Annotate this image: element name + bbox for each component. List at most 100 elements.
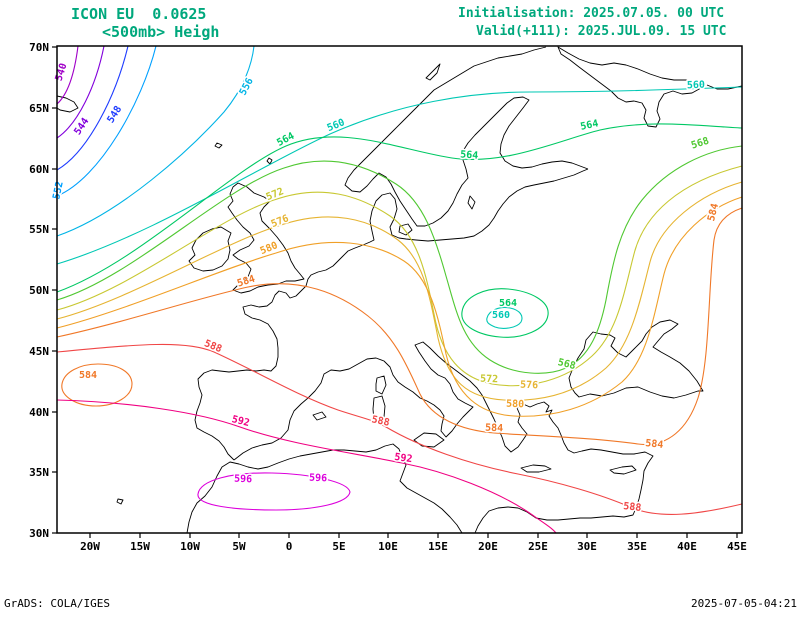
contour-line-584 (56, 207, 743, 446)
lat-tick-label: 50N (29, 284, 49, 297)
lat-tick-label: 35N (29, 466, 49, 479)
coastline-layer (56, 46, 743, 534)
coastline (233, 341, 654, 534)
lon-tick-label: 20W (80, 540, 100, 553)
creation-timestamp: 2025-07-05-04:21 (691, 597, 797, 610)
contour-line-560 (486, 306, 523, 329)
lon-tick-label: 10E (378, 540, 398, 553)
contour-line-592 (56, 399, 557, 534)
lat-tick-label: 55N (29, 223, 49, 236)
contour-line-596 (197, 472, 351, 511)
lat-tick-label: 30N (29, 527, 49, 540)
coastline (186, 443, 463, 534)
coastline (557, 46, 702, 128)
contour-label: 560 (687, 80, 705, 92)
lon-tick-label: 40E (677, 540, 697, 553)
contour-label: 588 (623, 501, 642, 514)
field-title: <500mb> Heigh (102, 23, 220, 41)
lon-tick-label: 5W (232, 540, 246, 553)
contour-label: 584 (236, 274, 257, 290)
contour-line-556 (56, 45, 255, 237)
contour-label: 572 (265, 186, 286, 203)
contour-label: 584 (645, 438, 664, 451)
coastline (227, 182, 305, 294)
valid-time-label: Valid(+111): 2025.JUL.09. 15 UTC (476, 24, 727, 39)
coastline (413, 432, 445, 448)
coastline (568, 319, 704, 399)
contour-label: 576 (520, 380, 538, 392)
contour-label: 572 (480, 374, 498, 386)
contour-line-564 (56, 123, 743, 293)
contour-label: 596 (234, 474, 252, 486)
coastline (344, 46, 589, 227)
coastline (372, 395, 386, 425)
lon-tick-label: 15E (428, 540, 448, 553)
contour-line-588 (56, 343, 743, 515)
lat-tick-label: 65N (29, 102, 49, 115)
contour-line-560 (56, 86, 743, 265)
coastline (520, 464, 552, 473)
contour-layer (56, 45, 743, 534)
lat-tick-label: 60N (29, 163, 49, 176)
contour-label: 568 (690, 136, 711, 152)
coastline (425, 63, 441, 81)
contour-label: 552 (51, 181, 66, 201)
lon-tick-label: 30E (577, 540, 597, 553)
contour-line-564 (461, 288, 549, 338)
contour-label: 592 (231, 414, 251, 429)
contour-label: 584 (79, 370, 97, 381)
contour-label: 564 (580, 118, 600, 133)
coastline (194, 168, 589, 461)
contour-label: 588 (371, 414, 391, 429)
lat-tick-label: 40N (29, 406, 49, 419)
coastline (398, 223, 413, 236)
contour-line-552 (56, 45, 157, 197)
contour-label: 596 (309, 473, 327, 485)
coastline (56, 95, 79, 113)
contour-label: 580 (506, 399, 524, 411)
lon-tick-label: 0 (286, 540, 293, 553)
lon-tick-label: 10W (180, 540, 200, 553)
contour-label: 584 (485, 423, 503, 435)
contour-label: 576 (270, 213, 291, 230)
contour-line-584 (61, 363, 133, 407)
coastline (609, 465, 637, 475)
lat-tick-label: 70N (29, 41, 49, 54)
contour-label: 548 (105, 104, 124, 125)
contour-label: 564 (499, 298, 517, 309)
grads-credit: GrADS: COLA/IGES (4, 597, 110, 610)
contour-line-568 (56, 145, 743, 374)
contour-label-layer: 5405445485525565605605645645645645605685… (50, 60, 723, 515)
lon-tick-label: 20E (478, 540, 498, 553)
contour-line-544 (56, 45, 105, 139)
lon-tick-label: 5E (332, 540, 345, 553)
lon-tick-label: 35E (627, 540, 647, 553)
lon-tick-label: 15W (130, 540, 150, 553)
coastline (375, 375, 387, 395)
coastline (188, 226, 232, 272)
lon-tick-label: 45E (727, 540, 747, 553)
coastline (116, 498, 124, 505)
contour-label: 564 (460, 149, 479, 161)
contour-line-576 (56, 181, 743, 401)
coastline (266, 157, 273, 165)
contour-line-548 (56, 45, 129, 171)
contour-line-540 (56, 45, 79, 105)
contour-label: 584 (706, 202, 721, 222)
model-title: ICON EU 0.0625 (71, 5, 207, 23)
axis-layer: 70N 65N 60N 55N 50N 45N 40N 35N 30N 20W 15W 10W 5W 0 5… (29, 41, 747, 553)
contour-line-580 (56, 196, 743, 417)
contour-label: 588 (203, 338, 224, 355)
lat-tick-label: 45N (29, 345, 49, 358)
coastline (214, 142, 223, 149)
contour-label: 556 (238, 76, 256, 97)
coastline (312, 411, 327, 421)
contour-label: 540 (54, 62, 70, 83)
contour-label: 592 (394, 452, 413, 465)
lon-tick-label: 25E (528, 540, 548, 553)
contour-label: 560 (492, 310, 510, 321)
coastline (467, 195, 476, 210)
init-time-label: Initialisation: 2025.07.05. 00 UTC (458, 6, 725, 21)
